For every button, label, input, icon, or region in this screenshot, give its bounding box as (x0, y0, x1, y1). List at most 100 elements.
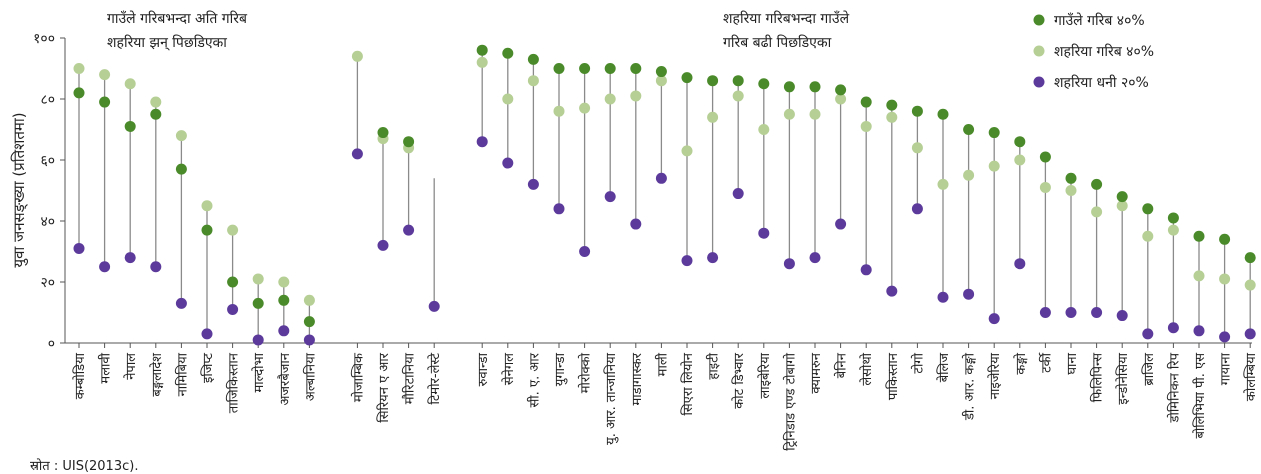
x-tick-label: कोट डिभ्वार (731, 352, 747, 408)
point-rural (604, 63, 616, 74)
point-rural (303, 316, 315, 328)
point-urban-poor (502, 93, 514, 105)
point-urban-rich (278, 325, 290, 337)
point-urban-rich (783, 258, 795, 270)
x-tick-label: गायाना (1219, 352, 1234, 385)
group-annotation-line: गाउँले गरिबभन्दा अति गरिब (107, 10, 248, 27)
point-rural (1142, 203, 1154, 215)
point-urban-rich (428, 300, 440, 312)
point-urban-rich (73, 242, 85, 254)
point-urban-poor (351, 50, 363, 62)
x-tick-label: सिरियन ए आर (376, 352, 392, 422)
point-rural (655, 66, 667, 78)
point-rural (150, 108, 162, 120)
source-note: स्रोत : UIS(2013c). (30, 459, 139, 474)
x-tick-label: क्यामरुन (809, 352, 824, 393)
point-urban-poor (681, 145, 693, 157)
legend-label: शहरिया धनी २०% (1054, 74, 1149, 91)
point-urban-poor (252, 273, 264, 285)
point-urban-poor (758, 124, 770, 135)
point-urban-poor (937, 178, 949, 190)
point-rural (1039, 151, 1051, 163)
point-rural (73, 87, 85, 99)
x-tick-label: डी. आर. कङ्गो (962, 352, 978, 421)
legend-label: गाउँले गरिब ४०% (1054, 12, 1145, 29)
x-tick-label: टिमोर-लेस्टे (427, 353, 443, 405)
x-tick-label: माडागास्कर (630, 352, 645, 405)
point-urban-rich (502, 157, 514, 169)
point-rural (124, 120, 136, 132)
point-urban-rich (1014, 258, 1026, 270)
point-urban-rich (303, 334, 315, 346)
point-urban-poor (835, 93, 847, 105)
point-urban-rich (809, 252, 821, 264)
point-urban-poor (527, 75, 539, 87)
point-urban-rich (1039, 307, 1051, 318)
connector-lines (78, 50, 1251, 340)
point-rural (1116, 191, 1128, 203)
x-tick-label: ताजिकिस्तान (226, 352, 242, 413)
point-urban-poor (553, 105, 565, 117)
point-rural (527, 53, 539, 65)
group-annotation-line: शहरिया झन् पिछडिएका (107, 34, 227, 51)
point-urban-rich (1244, 328, 1256, 340)
point-urban-poor (1065, 185, 1077, 196)
point-rural (175, 163, 187, 175)
x-tick-label: कोलम्बिया (1243, 352, 1259, 401)
point-rural (860, 96, 872, 108)
point-urban-poor (99, 69, 111, 81)
group-annotation-line: शहरिया गरिबभन्दा गाउँले (723, 10, 850, 27)
point-urban-rich (1219, 331, 1231, 343)
x-tick-label: रुवान्डा (476, 352, 491, 386)
point-urban-rich (403, 224, 415, 236)
point-rural (835, 84, 847, 96)
point-urban-poor (201, 200, 213, 212)
point-urban-poor (655, 75, 667, 87)
point-urban-poor (227, 224, 239, 236)
point-urban-rich (1193, 325, 1205, 337)
point-urban-poor (476, 56, 488, 68)
point-urban-poor (1142, 230, 1154, 242)
point-rural (1091, 178, 1103, 190)
point-rural (579, 63, 591, 74)
legend: गाउँले गरिब ४०% शहरिया गरिब ४०% शहरिया धनी… (1033, 12, 1154, 91)
x-tick-label: टर्की (1038, 352, 1054, 373)
point-urban-rich (351, 148, 363, 160)
point-urban-rich (150, 261, 162, 273)
x-tick-label: बोलिभिया पी. एस (1192, 353, 1208, 439)
point-urban-poor (988, 160, 1000, 172)
point-urban-rich (988, 313, 1000, 325)
point-urban-rich (1167, 322, 1179, 334)
point-urban-poor (579, 102, 591, 114)
point-rural (201, 224, 213, 236)
x-tick-label: अजरबैजान (277, 352, 293, 405)
point-urban-rich (201, 328, 213, 340)
point-rural (681, 72, 693, 84)
point-urban-rich (1091, 307, 1103, 318)
point-rural (227, 276, 239, 288)
point-urban-poor (73, 63, 85, 74)
group-annotation-line: गरिब बढी पिछडिएका (723, 34, 832, 51)
point-urban-poor (707, 111, 719, 123)
x-axis-ticks (78, 343, 1251, 348)
x-tick-label: नामिबिया (174, 352, 190, 396)
point-urban-rich (911, 203, 923, 215)
point-urban-poor (732, 90, 744, 102)
point-urban-rich (553, 203, 565, 215)
point-urban-poor (886, 111, 898, 123)
x-tick-label: युगान्डा (553, 352, 568, 386)
x-tick-label: ट्रिनिडाड एण्ड टोबागो (782, 352, 798, 450)
x-tick-label: मोजाम्बिक (350, 352, 366, 402)
point-rural (809, 81, 821, 93)
point-rural (783, 81, 795, 93)
x-tick-label: डोमिनिकन रिप (1166, 352, 1182, 423)
point-rural (1193, 230, 1205, 242)
point-urban-rich (377, 239, 389, 251)
point-urban-rich (1065, 307, 1077, 318)
point-rural (1167, 212, 1179, 224)
x-tick-label: इजिप्ट (200, 353, 216, 383)
x-tick-label: सेनेगल (501, 353, 517, 385)
x-tick-label: कम्बोडिया (72, 352, 88, 399)
x-tick-label: यु. आर. तान्जानिया (603, 352, 619, 444)
x-tick-label: बेलिज (936, 353, 952, 383)
